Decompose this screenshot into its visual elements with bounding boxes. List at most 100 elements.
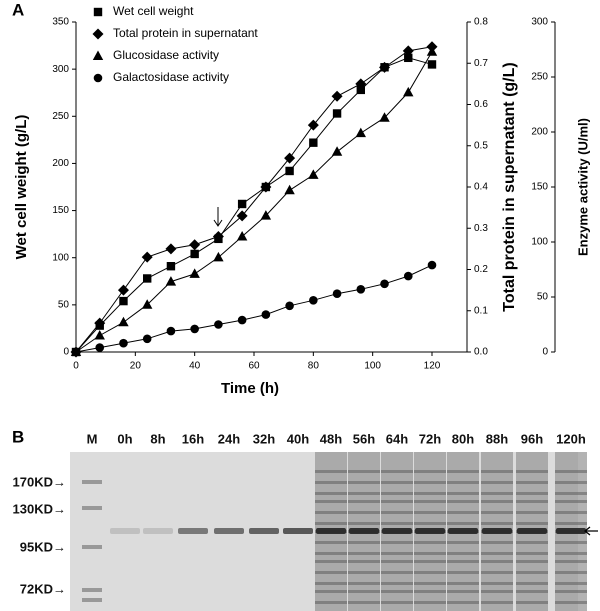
marker xyxy=(284,184,295,195)
y3-tick-label: 50 xyxy=(537,292,549,303)
lane-band xyxy=(516,522,548,525)
y2-tick-label: 0.4 xyxy=(474,182,488,193)
legend-marker xyxy=(92,28,104,40)
lane-label: 8h xyxy=(150,431,165,446)
x-tick-label: 60 xyxy=(248,361,260,372)
lane-band xyxy=(414,500,446,503)
lane-band xyxy=(481,582,513,585)
marker xyxy=(332,289,342,299)
marker xyxy=(309,138,318,147)
lane-band xyxy=(315,511,347,514)
y-tick-label: 150 xyxy=(52,205,69,216)
marker xyxy=(427,60,437,69)
lane-band xyxy=(348,511,380,514)
legend-label: Glucosidase activity xyxy=(113,48,219,62)
lane-band xyxy=(481,560,513,563)
y2-tick-label: 0.0 xyxy=(474,347,488,358)
target-band xyxy=(517,528,547,534)
lane-band xyxy=(516,541,548,544)
lane-label: 120h xyxy=(556,431,586,446)
legend-marker xyxy=(93,73,103,83)
lane-band xyxy=(447,541,479,544)
target-band xyxy=(316,528,346,534)
lane-band xyxy=(516,511,548,514)
marker xyxy=(142,299,153,309)
marker xyxy=(308,169,319,179)
marker xyxy=(190,249,199,259)
ladder-band xyxy=(82,598,102,602)
marker xyxy=(94,317,106,329)
lane-band xyxy=(414,571,446,574)
ladder-band xyxy=(82,506,102,510)
target-band xyxy=(178,528,208,534)
lane-label: 56h xyxy=(353,431,375,446)
marker xyxy=(379,112,390,122)
lane-band xyxy=(315,522,347,525)
y3-tick-label: 150 xyxy=(531,182,548,193)
marker xyxy=(212,231,224,242)
lane-band xyxy=(315,500,347,503)
lane-band xyxy=(481,481,513,484)
target-band xyxy=(382,528,412,534)
lane-band xyxy=(481,552,513,555)
lane-band xyxy=(447,560,479,563)
lane-band xyxy=(555,541,587,544)
lane-band xyxy=(555,571,587,574)
annotation-arrow xyxy=(213,207,223,227)
lane-band xyxy=(381,571,413,574)
lane-band xyxy=(315,481,347,484)
lane-band xyxy=(555,481,587,484)
lane-band xyxy=(348,500,380,503)
lane-band xyxy=(447,552,479,555)
lane-band xyxy=(381,582,413,585)
x-tick-label: 40 xyxy=(189,361,201,372)
lane-band xyxy=(555,590,587,593)
series-line xyxy=(75,264,433,353)
lane-band xyxy=(481,522,513,525)
marker xyxy=(331,146,343,156)
target-band xyxy=(110,528,140,534)
marker xyxy=(95,343,105,352)
lane-band xyxy=(414,511,446,514)
lane-band xyxy=(555,560,587,563)
lane-label: 80h xyxy=(452,431,474,446)
lane-band xyxy=(447,511,479,514)
lane-band xyxy=(315,590,347,593)
y3-tick-label: 250 xyxy=(531,72,548,83)
lane-band xyxy=(381,552,413,555)
panel-label: A xyxy=(12,0,24,19)
lane-label: 48h xyxy=(320,431,342,446)
marker-label: 72KD→ xyxy=(20,581,66,596)
y-tick-label: 250 xyxy=(52,111,69,122)
lane-band xyxy=(315,601,347,604)
lane-band xyxy=(481,541,513,544)
target-band xyxy=(143,528,173,534)
lane-band xyxy=(555,511,587,514)
lane-band xyxy=(414,470,446,473)
lane-band xyxy=(516,590,548,593)
target-band xyxy=(415,528,445,534)
marker xyxy=(427,260,437,270)
lane-band xyxy=(447,470,479,473)
lane-band xyxy=(381,492,413,495)
lane-band xyxy=(481,571,513,574)
marker xyxy=(260,181,272,193)
marker xyxy=(307,119,319,131)
lane-band xyxy=(348,571,380,574)
lane-band xyxy=(555,601,587,604)
target-band xyxy=(283,528,313,534)
lane-band xyxy=(414,541,446,544)
x-tick-label: 100 xyxy=(364,361,381,372)
x-tick-label: 0 xyxy=(73,361,79,372)
marker xyxy=(260,210,272,220)
marker xyxy=(143,274,152,283)
lane-band xyxy=(447,571,479,574)
lane-band xyxy=(315,492,347,495)
lane-band xyxy=(381,470,413,473)
x-tick-label: 80 xyxy=(308,361,320,372)
marker xyxy=(166,262,176,271)
marker-label: 130KD→ xyxy=(13,501,66,516)
y-tick-label: 0 xyxy=(63,347,69,358)
lane-band xyxy=(555,470,587,473)
lane-band xyxy=(348,492,380,495)
